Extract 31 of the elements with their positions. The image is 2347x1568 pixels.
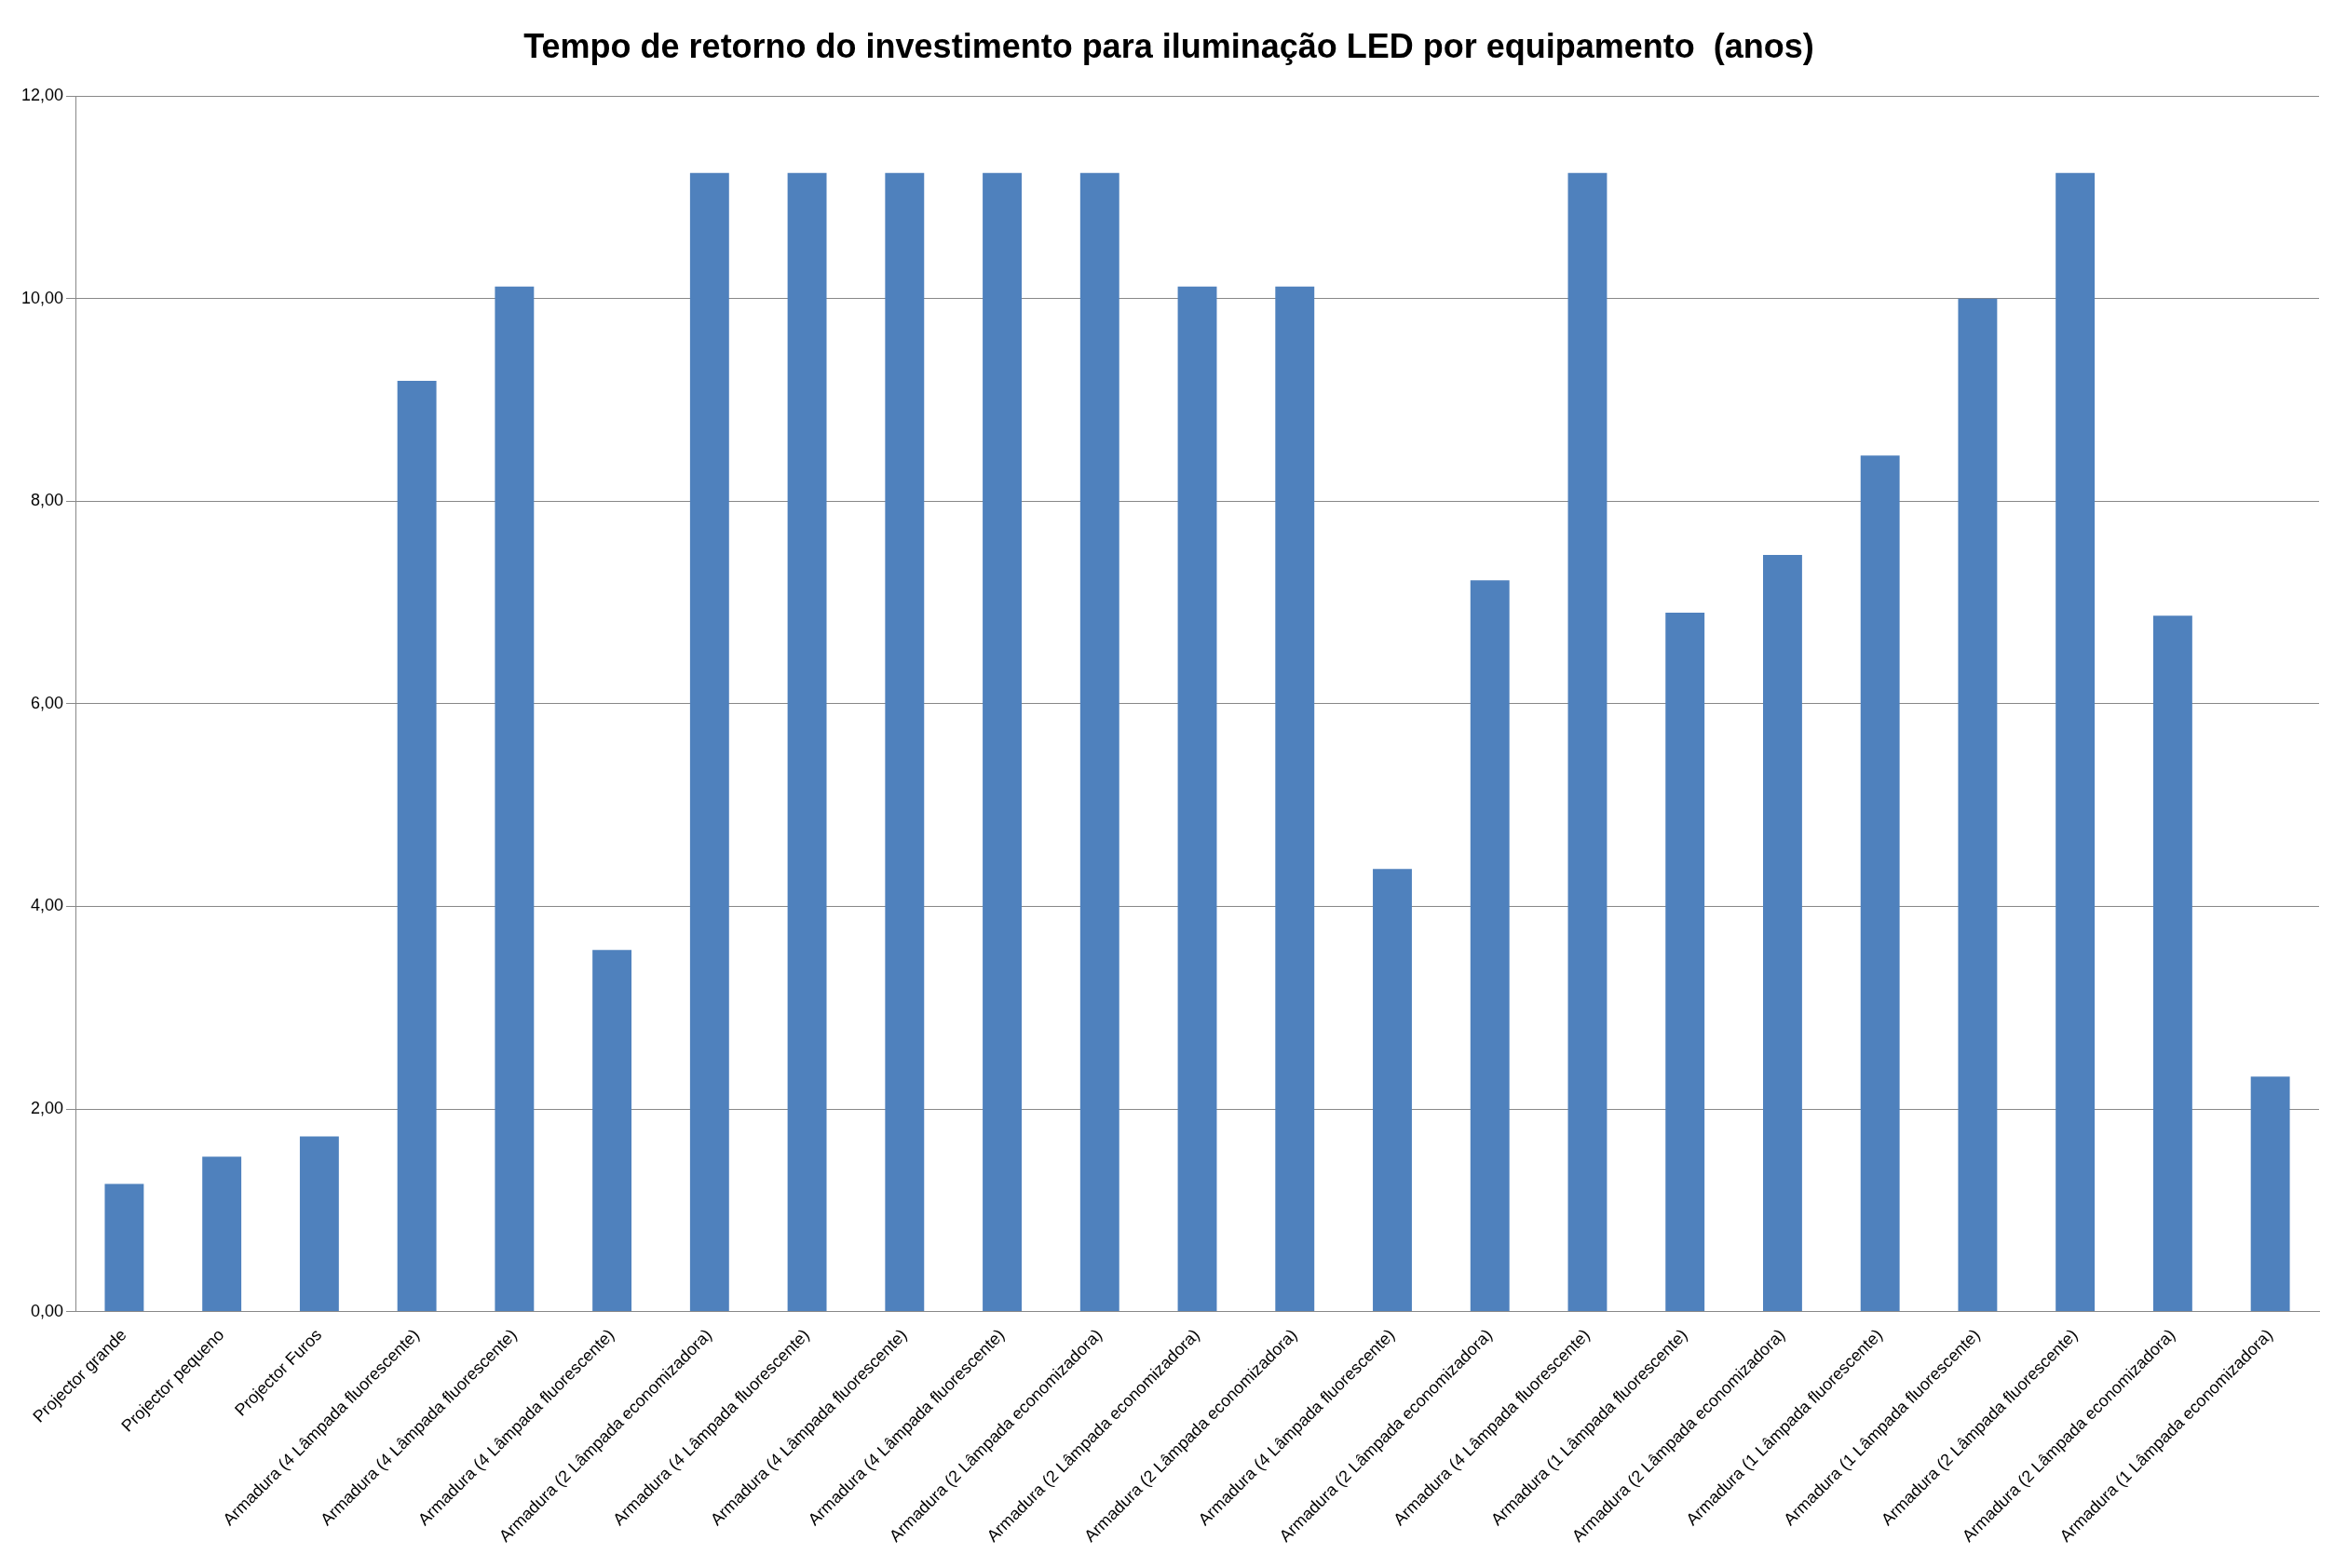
bar <box>885 172 925 1312</box>
y-tick-label: 8,00 <box>31 491 64 510</box>
y-tick-label: 2,00 <box>31 1098 64 1117</box>
bar <box>2250 1076 2290 1312</box>
bar <box>495 286 535 1312</box>
bar <box>104 1183 144 1312</box>
bar <box>202 1156 242 1312</box>
bar <box>1763 554 1802 1312</box>
bar <box>983 172 1022 1312</box>
bar <box>1958 298 1998 1312</box>
bar <box>1079 172 1119 1312</box>
chart-title: Tempo de retorno do investimento para iluminação LED por equipamento (anos) <box>523 26 1814 65</box>
bar <box>1275 286 1315 1312</box>
y-tick-label: 4,00 <box>31 896 64 915</box>
bar <box>1177 286 1217 1312</box>
bar <box>397 380 437 1312</box>
bar <box>592 950 632 1312</box>
bar <box>1373 869 1412 1312</box>
bar <box>2152 615 2192 1312</box>
bar <box>1470 580 1510 1312</box>
bar <box>1860 455 1900 1312</box>
bar <box>1567 172 1608 1312</box>
bar <box>299 1136 339 1312</box>
bar <box>1665 612 1705 1312</box>
bar <box>2055 172 2096 1312</box>
bar <box>689 172 729 1312</box>
y-tick-label: 12,00 <box>21 86 64 105</box>
bar <box>787 172 827 1312</box>
y-tick-label: 6,00 <box>31 693 64 712</box>
y-tick-label: 10,00 <box>21 288 64 307</box>
y-tick-label: 0,00 <box>31 1301 64 1320</box>
